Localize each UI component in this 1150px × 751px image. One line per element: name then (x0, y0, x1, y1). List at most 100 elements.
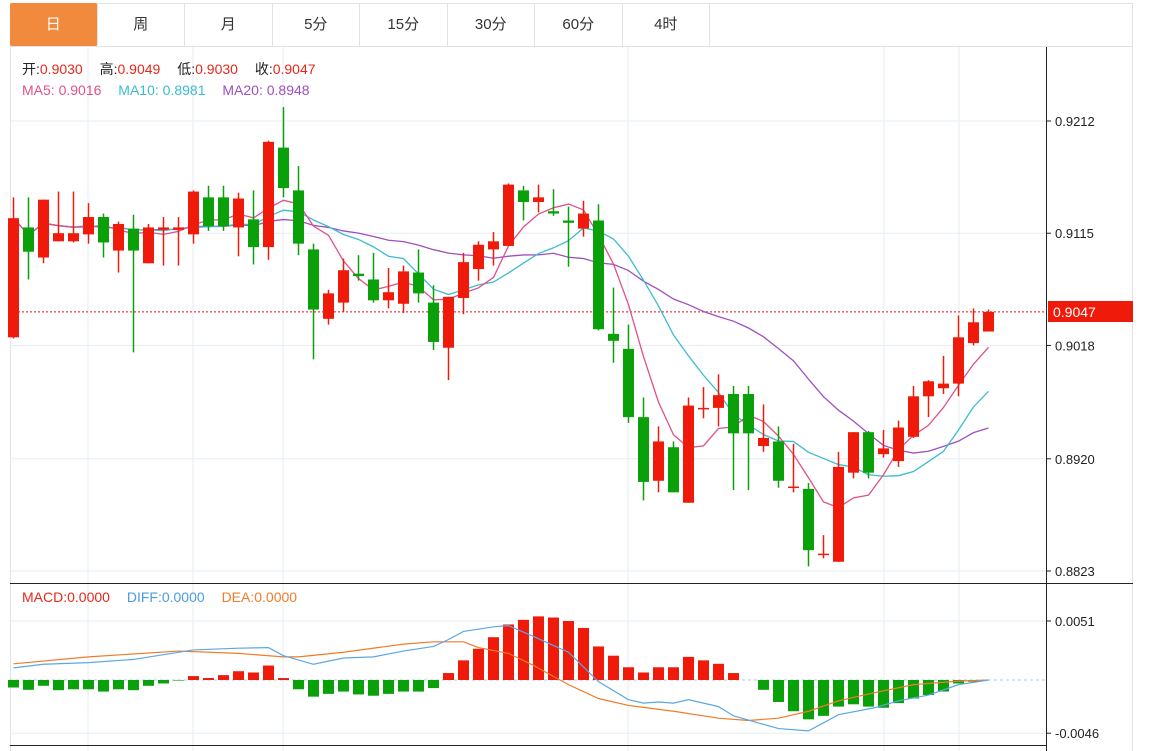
macd-bar (668, 667, 679, 680)
macd-bar (53, 680, 64, 691)
candle-up (983, 309, 994, 332)
tab-15min[interactable]: 15分 (360, 3, 448, 46)
candle-down (563, 206, 574, 267)
last-price-badge (1048, 301, 1133, 322)
last-price-label: 0.9047 (1053, 304, 1096, 320)
candle-body (188, 191, 199, 235)
candle-body (683, 405, 694, 503)
ma5-value: 0.9016 (58, 82, 102, 98)
dea-value: 0.0000 (254, 589, 298, 605)
candle-down (728, 385, 739, 491)
macd-pane (8, 616, 989, 732)
tab-4hour[interactable]: 4时 (623, 3, 710, 46)
candle-up (683, 397, 694, 503)
macd-bar (788, 680, 799, 712)
candle-body (323, 293, 334, 319)
tab-30min[interactable]: 30分 (448, 3, 535, 46)
candle-body (548, 211, 559, 214)
candle-body (398, 271, 409, 304)
tab-5min[interactable]: 5分 (273, 3, 360, 46)
macd-bar (908, 680, 919, 699)
candle-up (953, 315, 964, 397)
candle-up (713, 374, 724, 427)
candle-up (263, 140, 274, 260)
candle-body (173, 227, 184, 230)
candle-down (353, 255, 364, 281)
candle-body (833, 466, 844, 562)
candles (8, 107, 994, 567)
macd-bar (248, 672, 259, 680)
macd-bar (233, 671, 244, 680)
macd-bar (833, 680, 844, 707)
diff-value: 0.0000 (161, 589, 205, 605)
candle-body (983, 311, 994, 332)
candle-body (503, 184, 514, 246)
macd-bar (893, 680, 904, 704)
macd-bar (128, 680, 139, 691)
macd-bar (608, 655, 619, 680)
candle-body (473, 244, 484, 270)
candle-down (278, 107, 289, 198)
candle-down (413, 249, 424, 303)
macd-bar (308, 680, 319, 697)
tab-month[interactable]: 月 (185, 3, 273, 46)
chart-frame (10, 3, 1133, 751)
price-tick-label: 0.8920 (1055, 452, 1095, 467)
price-tick-label: 0.9212 (1055, 114, 1095, 129)
candle-body (293, 190, 304, 244)
macd-bar (68, 680, 79, 690)
macd-bar (173, 680, 184, 681)
period-tabs: 日 周 月 5分 15分 30分 60分 4时 (10, 3, 1133, 47)
macd-bar (113, 680, 124, 690)
candle-body (953, 337, 964, 384)
macd-bar (443, 673, 454, 680)
candle-body (83, 217, 94, 235)
candle-body (848, 432, 859, 473)
candle-body (233, 198, 244, 228)
candle-body (143, 227, 154, 264)
candle-body (353, 273, 364, 277)
macd-bar (338, 680, 349, 692)
candle-body (8, 218, 19, 338)
macd-bar (278, 678, 289, 680)
macd-bar (758, 680, 769, 690)
price-tick-label: 0.9018 (1055, 338, 1095, 353)
candle-up (698, 387, 709, 419)
ma5-label: MA5: (22, 82, 55, 98)
macd-bar (773, 680, 784, 702)
candle-body (218, 197, 229, 227)
macd-tick-label: -0.0046 (1055, 726, 1099, 741)
candle-body (98, 217, 109, 243)
candle-body (263, 141, 274, 248)
candle-body (743, 394, 754, 434)
macd-bar (698, 660, 709, 680)
macd-bar (503, 624, 514, 680)
candle-up (473, 241, 484, 281)
macd-bar (923, 680, 934, 696)
candle-body (53, 233, 64, 242)
tab-day[interactable]: 日 (10, 3, 98, 46)
open-label: 开: (22, 61, 40, 77)
candle-up (833, 451, 844, 562)
candle-down (548, 189, 559, 216)
tab-60min[interactable]: 60分 (535, 3, 623, 46)
macd-bar (518, 619, 529, 680)
candle-body (623, 348, 634, 418)
macd-bar (383, 680, 394, 694)
macd-bar (188, 676, 199, 680)
macd-value: 0.0000 (67, 589, 110, 605)
candle-down (518, 185, 529, 221)
candle-up (788, 443, 799, 493)
candle-body (68, 233, 79, 242)
candle-body (203, 197, 214, 227)
tab-week[interactable]: 周 (98, 3, 185, 46)
candle-up (758, 404, 769, 452)
candle-down (428, 285, 439, 351)
grid: 0.9212 0.9115 0.9018 0.8920 0.8823 0.0051 -0.0… (10, 47, 1099, 751)
macd-bar (683, 656, 694, 680)
candle-body (773, 441, 784, 481)
candle-up (848, 432, 859, 479)
macd-bar (728, 673, 739, 680)
candle-body (968, 322, 979, 344)
